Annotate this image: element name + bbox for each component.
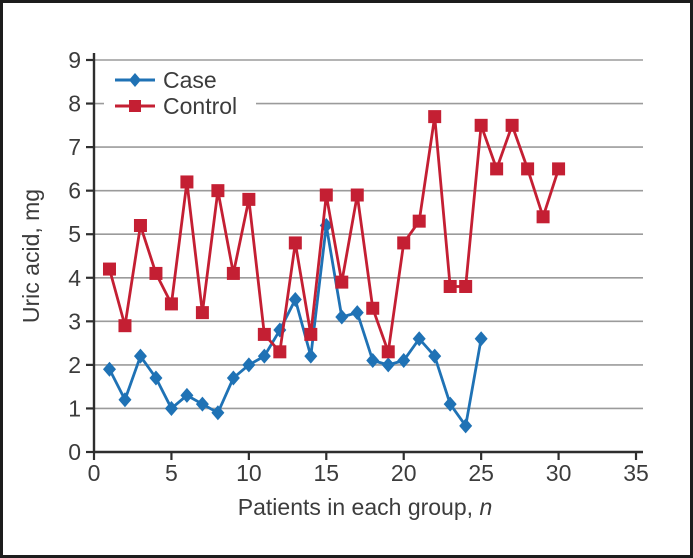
control-marker — [226, 266, 240, 280]
case-marker — [350, 305, 364, 321]
y-tick-label: 6 — [68, 178, 81, 204]
control-marker — [505, 118, 519, 132]
case-marker — [397, 353, 411, 369]
y-tick-label: 7 — [68, 134, 81, 160]
case-marker — [211, 405, 225, 421]
x-tick-label: 35 — [623, 460, 649, 486]
control-marker — [397, 236, 411, 250]
legend-item-case: Case — [115, 67, 217, 93]
case-marker — [226, 370, 240, 386]
control-marker — [133, 219, 147, 233]
control-marker — [242, 192, 256, 206]
control-marker — [412, 214, 426, 228]
legend-label-control: Control — [163, 93, 237, 119]
case-marker — [102, 361, 116, 377]
x-tick-label: 20 — [391, 460, 417, 486]
control-marker — [102, 262, 116, 276]
y-tick-label: 2 — [68, 352, 81, 378]
y-tick-label: 1 — [68, 395, 81, 421]
control-marker — [459, 279, 473, 293]
x-tick-label: 25 — [468, 460, 494, 486]
control-marker — [180, 175, 194, 189]
control-line — [108, 115, 560, 354]
case-marker — [195, 396, 209, 412]
control-marker — [211, 184, 225, 198]
case-marker — [133, 348, 147, 364]
y-tick-label: 4 — [68, 265, 81, 291]
case-marker — [164, 400, 178, 416]
control-marker — [381, 345, 395, 359]
case-marker — [443, 396, 457, 412]
case-marker — [149, 370, 163, 386]
y-tick-label: 9 — [68, 47, 81, 73]
control-marker — [319, 188, 333, 202]
legend-item-control: Control — [115, 93, 237, 119]
case-marker — [288, 292, 302, 308]
control-marker — [195, 306, 209, 320]
control-marker — [164, 297, 178, 311]
y-tick-label: 5 — [68, 221, 81, 247]
case-marker — [474, 331, 488, 347]
case-marker — [428, 348, 442, 364]
control-marker — [118, 319, 132, 333]
control-marker — [288, 236, 302, 250]
case-marker — [412, 331, 426, 347]
x-tick-label: 30 — [546, 460, 572, 486]
control-marker — [273, 345, 287, 359]
control-marker — [257, 327, 271, 341]
diamond-icon — [129, 73, 141, 87]
control-marker — [149, 266, 163, 280]
legend-label-case: Case — [163, 67, 217, 93]
case-line — [108, 224, 483, 428]
x-axis-title: Patients in each group, n — [238, 494, 492, 520]
case-marker — [335, 309, 349, 325]
y-axis-title: Uric acid, mg — [18, 189, 44, 323]
case-marker — [118, 392, 132, 408]
case-marker — [381, 357, 395, 373]
control-marker — [350, 188, 364, 202]
control-marker — [335, 275, 349, 289]
control-marker — [304, 327, 318, 341]
y-tick-label: 0 — [68, 439, 81, 465]
x-tick-label: 10 — [236, 460, 262, 486]
x-tick-label: 0 — [88, 460, 101, 486]
control-marker — [490, 162, 504, 176]
case-marker — [180, 387, 194, 403]
control-marker — [443, 279, 457, 293]
control-marker — [536, 210, 550, 224]
case-marker — [304, 348, 318, 364]
x-tick-label: 5 — [165, 460, 178, 486]
case-marker — [459, 418, 473, 434]
control-marker — [366, 301, 380, 315]
x-tick-label: 15 — [313, 460, 339, 486]
case-marker — [242, 357, 256, 373]
case-marker — [257, 348, 271, 364]
case-marker — [366, 353, 380, 369]
y-tick-label: 3 — [68, 308, 81, 334]
control-marker — [552, 162, 566, 176]
control-marker — [474, 118, 488, 132]
control-marker — [521, 162, 535, 176]
y-tick-label: 8 — [68, 91, 81, 117]
control-marker — [428, 110, 442, 124]
square-icon — [129, 100, 141, 112]
